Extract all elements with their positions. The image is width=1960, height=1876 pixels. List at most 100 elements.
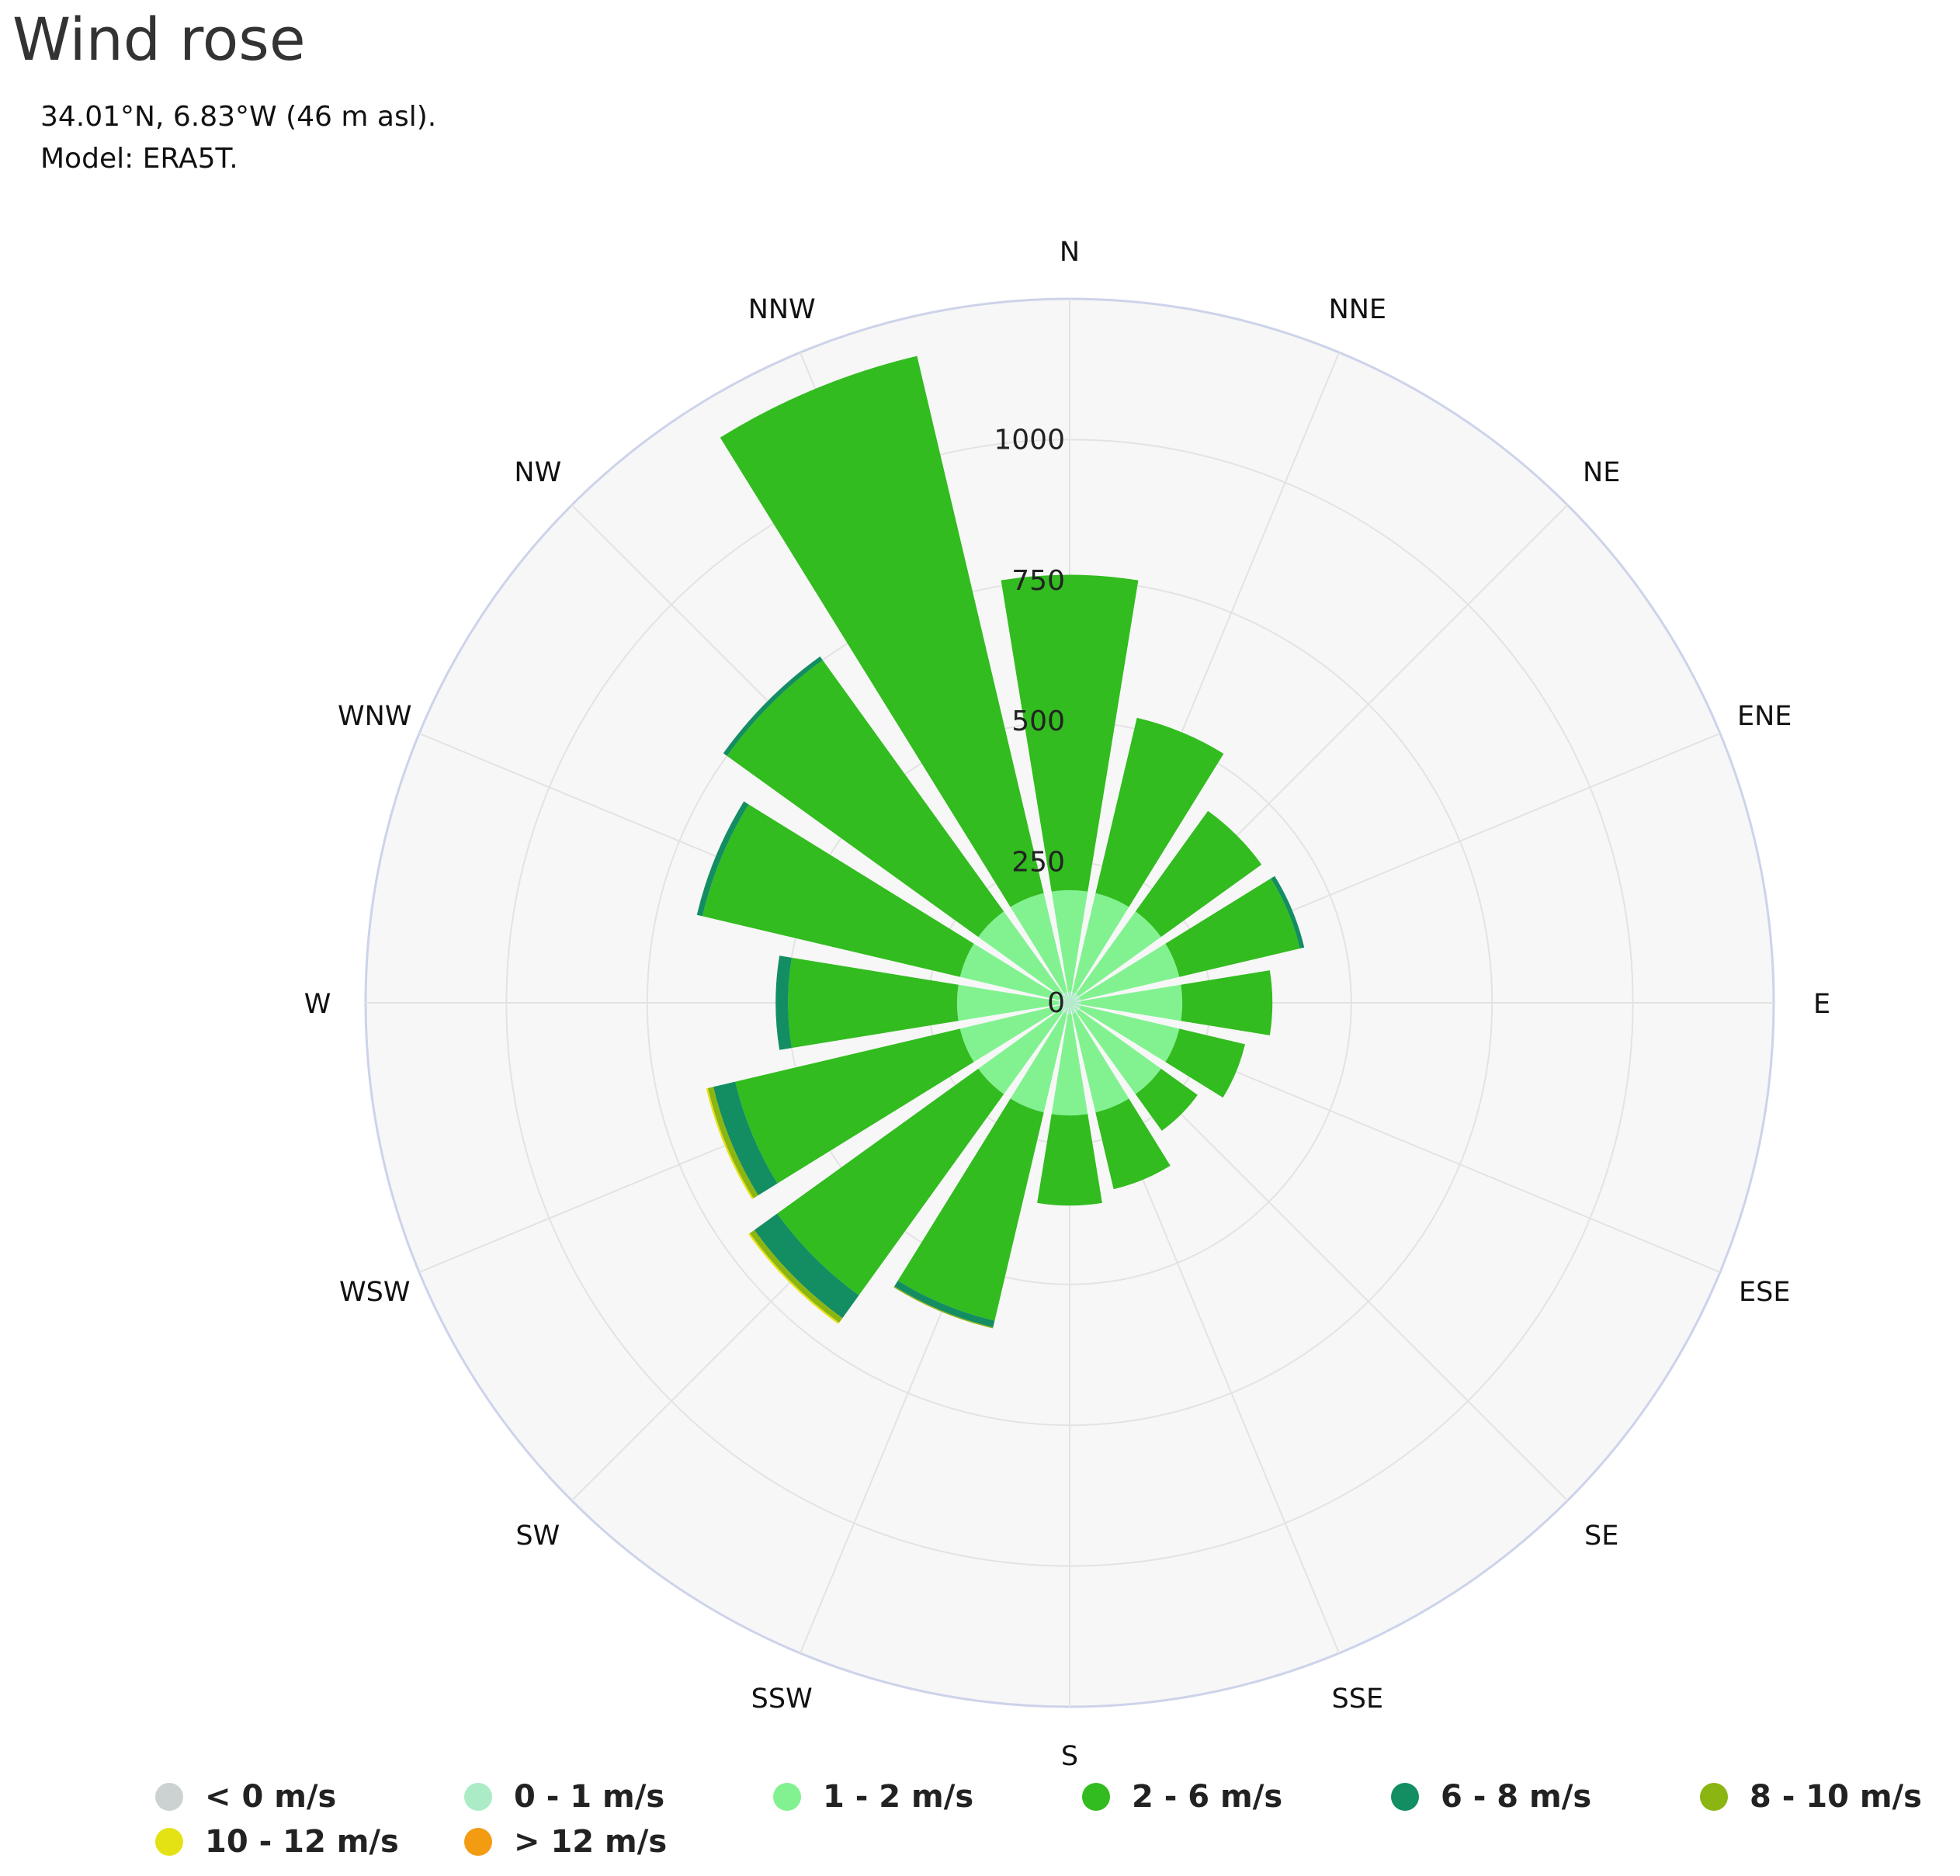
direction-label-nw: NW — [514, 457, 561, 488]
legend-item[interactable]: 1 - 2 m/s — [773, 1777, 1082, 1816]
bar-segment — [1072, 893, 1129, 993]
direction-label-wnw: WNW — [338, 701, 411, 732]
bar-segment — [978, 911, 1063, 997]
bar-segment — [1058, 997, 1070, 1003]
legend-label: 0 - 1 m/s — [514, 1779, 665, 1815]
radial-tick-label: 0 — [1047, 987, 1065, 1019]
direction-label-ene: ENE — [1737, 701, 1792, 732]
direction-label-wsw: WSW — [339, 1277, 410, 1308]
bar-segment — [1058, 1003, 1070, 1009]
bar-segment — [702, 804, 974, 977]
legend-item[interactable]: > 12 m/s — [464, 1822, 773, 1861]
legend-swatch — [155, 1828, 183, 1856]
bar-segment — [1070, 1003, 1081, 1009]
direction-label-e: E — [1813, 989, 1830, 1020]
legend-item[interactable]: 10 - 12 m/s — [155, 1822, 464, 1861]
bar-segment — [1070, 1000, 1081, 1005]
bar-segment — [1271, 876, 1305, 949]
bar-segment — [1079, 1005, 1180, 1063]
direction-label-se: SE — [1584, 1521, 1618, 1552]
radial-tick-label: 750 — [1011, 565, 1065, 597]
bar-segment — [1135, 810, 1262, 938]
bar-segment — [696, 801, 749, 917]
bar-segment — [897, 1098, 1044, 1321]
bar-segment — [1070, 1003, 1079, 1012]
direction-label-ne: NE — [1583, 457, 1620, 488]
bar-segment — [1070, 997, 1081, 1003]
legend: < 0 m/s 0 - 1 m/s 1 - 2 m/s 2 - 6 m/s 6 - 8 … — [155, 1777, 1956, 1861]
bar-segment — [1072, 1012, 1129, 1113]
bar-segment — [713, 1081, 778, 1196]
bar-segment — [1067, 1003, 1072, 1014]
bar-segment — [1135, 1068, 1198, 1131]
legend-label: 1 - 2 m/s — [823, 1779, 974, 1815]
bar-segment — [1070, 1003, 1076, 1014]
direction-label-ssw: SSW — [751, 1684, 813, 1715]
legend-swatch — [464, 1828, 492, 1856]
bar-segment — [1081, 984, 1183, 1021]
legend-label: 8 - 10 m/s — [1750, 1779, 1922, 1815]
direction-label-nne: NNE — [1329, 294, 1386, 325]
legend-item[interactable]: 8 - 10 m/s — [1700, 1777, 1960, 1816]
bar-segment — [1165, 878, 1300, 977]
bar-segment — [1037, 1114, 1102, 1206]
direction-label-nnw: NNW — [748, 294, 816, 325]
legend-swatch — [1082, 1783, 1110, 1811]
subtitle-location: 34.01°N, 6.83°W (46 m asl). — [40, 101, 437, 133]
legend-label: 2 - 6 m/s — [1132, 1779, 1283, 1815]
legend-label: < 0 m/s — [205, 1779, 337, 1815]
bar-segment — [1095, 1098, 1171, 1190]
bar-segment — [735, 1028, 974, 1184]
legend-item[interactable]: 0 - 1 m/s — [464, 1777, 773, 1816]
bar-segment — [1076, 1009, 1161, 1094]
bar-segment — [777, 1068, 1004, 1295]
legend-label: 6 - 8 m/s — [1441, 1779, 1592, 1815]
bar-segment — [1165, 1028, 1245, 1098]
direction-label-sw: SW — [515, 1521, 560, 1552]
bar-segment — [727, 660, 1004, 938]
bar-segment — [959, 943, 1060, 1000]
direction-label-sse: SSE — [1332, 1684, 1384, 1715]
direction-label-n: N — [1060, 237, 1080, 268]
bar-segment — [1051, 889, 1088, 992]
legend-swatch — [1391, 1783, 1419, 1811]
bar-segment — [1060, 993, 1070, 1003]
legend-swatch — [155, 1783, 183, 1811]
bar-segment — [754, 1213, 859, 1319]
direction-label-w: W — [304, 989, 331, 1020]
bar-segment — [1060, 1003, 1070, 1012]
legend-item[interactable]: 6 - 8 m/s — [1391, 1777, 1700, 1816]
bar-segment — [1070, 993, 1079, 1003]
legend-swatch — [1700, 1783, 1728, 1811]
direction-label-s: S — [1061, 1741, 1078, 1772]
legend-item[interactable]: < 0 m/s — [155, 1777, 464, 1816]
bar-segment — [720, 355, 1044, 907]
bar-segment — [707, 1087, 758, 1198]
bar-segment — [1067, 991, 1072, 1003]
bar-segment — [775, 955, 792, 1050]
chart-title: Wind rose — [12, 5, 306, 74]
legend-item[interactable]: 2 - 6 m/s — [1082, 1777, 1391, 1816]
bar-segment — [1181, 970, 1273, 1035]
radial-tick-label: 1000 — [994, 424, 1065, 456]
bar-segment — [956, 984, 1059, 1021]
bar-segment — [1010, 1012, 1067, 1113]
bar-segment — [788, 957, 959, 1049]
bar-segment — [894, 1280, 995, 1328]
bar-segment — [749, 1229, 843, 1323]
bar-segment — [978, 1009, 1063, 1094]
bar-segment — [1010, 893, 1067, 993]
legend-label: > 12 m/s — [514, 1824, 668, 1860]
subtitle-model: Model: ERA5T. — [40, 143, 238, 175]
bar-segment — [1063, 1003, 1070, 1014]
radial-tick-label: 250 — [1011, 847, 1065, 879]
direction-label-ese: ESE — [1739, 1277, 1790, 1308]
bar-segment — [959, 1005, 1060, 1063]
legend-swatch — [773, 1783, 801, 1811]
legend-label: 10 - 12 m/s — [205, 1824, 399, 1860]
bar-segment — [1079, 943, 1180, 1000]
legend-swatch — [464, 1783, 492, 1811]
chart-subtitle: 34.01°N, 6.83°W (46 m asl). Model: ERA5T… — [40, 96, 436, 180]
bar-segment — [723, 656, 823, 756]
